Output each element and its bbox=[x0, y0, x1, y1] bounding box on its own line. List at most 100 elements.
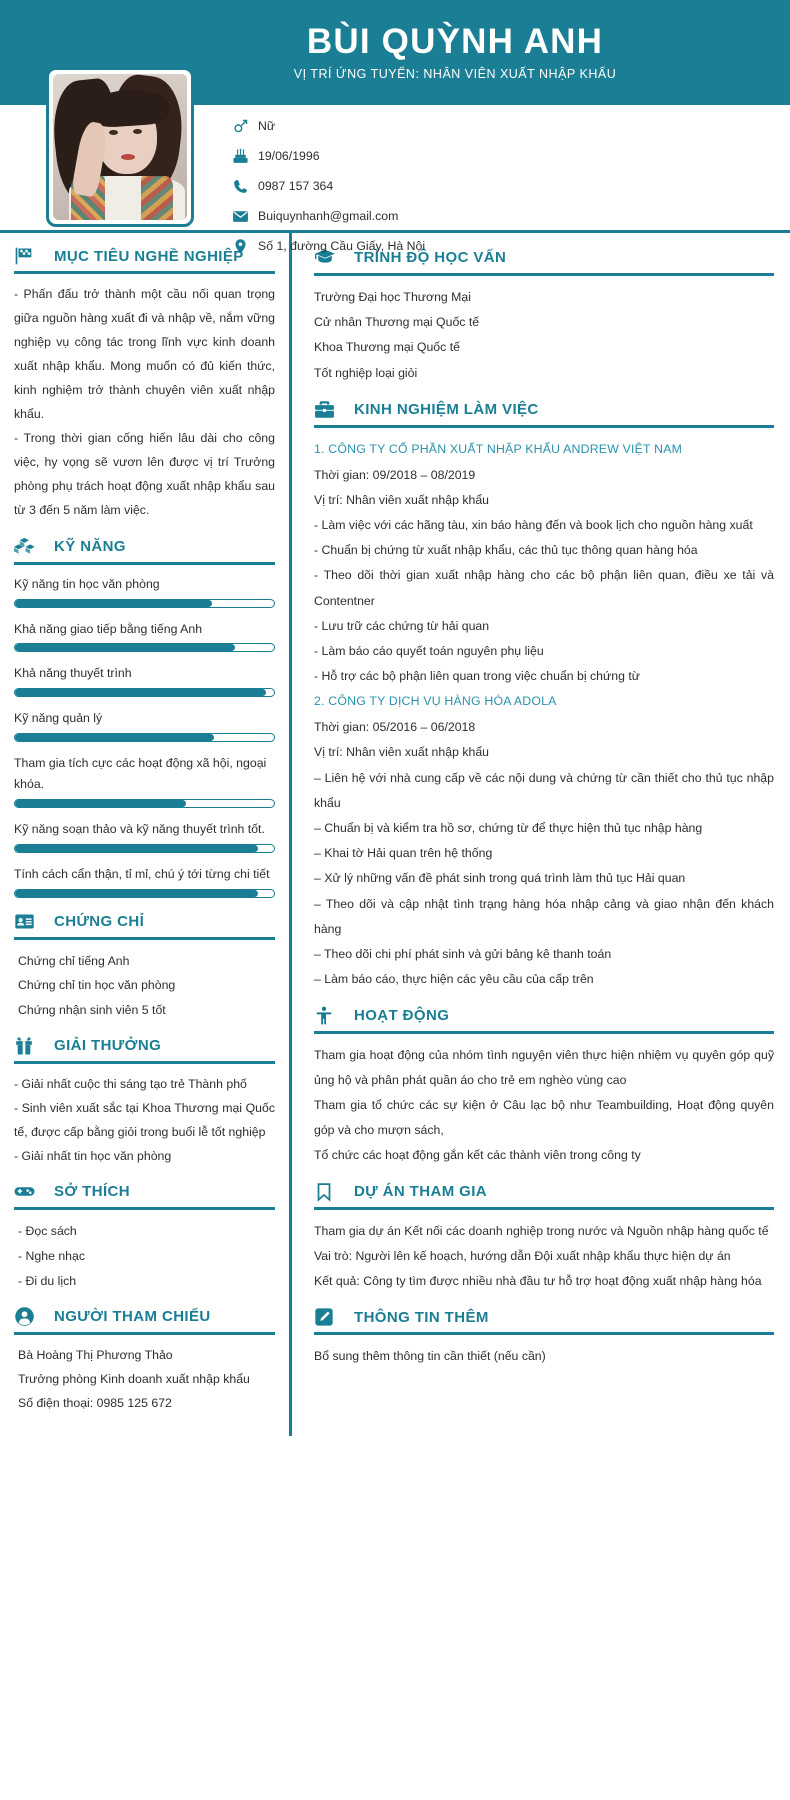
experience-duty: – Theo dõi và cập nhật tình trạng hàng h… bbox=[314, 896, 774, 936]
section-hobbies: SỞ THÍCH - Đọc sách - Nghe nhạc - Đi du … bbox=[14, 1181, 275, 1293]
skill-bar-fill bbox=[15, 644, 236, 652]
person-activity-icon bbox=[314, 1006, 340, 1026]
experience-duty: – Liên hệ với nhà cung cấp về các nội du… bbox=[314, 770, 774, 810]
section-awards: GIẢI THƯỞNG - Giải nhất cuộc thi sáng tạ… bbox=[14, 1036, 275, 1169]
contact-row-email: Buiquynhanh@gmail.com bbox=[232, 207, 425, 226]
project-paragraph: Kết quả: Công ty tìm được nhiều nhà đầu … bbox=[314, 1273, 762, 1288]
skill-bar-track bbox=[14, 643, 275, 653]
experience-position: Vị trí: Nhân viên xuất nhập khẩu bbox=[314, 492, 489, 507]
skill-label: Kỹ năng tin học văn phòng bbox=[14, 576, 160, 591]
additional-paragraph: Bổ sung thêm thông tin cần thiết (nếu cầ… bbox=[314, 1349, 546, 1364]
skill-label: Kỹ năng soạn thảo và kỹ năng thuyết trìn… bbox=[14, 822, 265, 837]
skill-item: Kỹ năng quản lý bbox=[14, 708, 275, 743]
experience-company: 1. CÔNG TY CỔ PHẦN XUẤT NHẬP KHẨU ANDREW… bbox=[314, 441, 683, 456]
experience-period: Thời gian: 09/2018 – 08/2019 bbox=[314, 467, 476, 482]
section-activities-header: HOẠT ĐỘNG bbox=[314, 1006, 774, 1031]
skill-bar-track bbox=[14, 799, 275, 809]
experience-duty: – Làm báo cáo, thực hiện các yêu cầu của… bbox=[314, 972, 594, 987]
contact-row-birthday: 19/06/1996 bbox=[232, 147, 425, 166]
section-awards-header: GIẢI THƯỞNG bbox=[14, 1036, 275, 1061]
section-divider bbox=[314, 1030, 774, 1034]
section-objective: MỤC TIÊU NGHỀ NGHIỆP - Phấn đấu trở thàn… bbox=[14, 246, 275, 523]
contact-value-gender: Nữ bbox=[258, 119, 276, 134]
section-divider bbox=[14, 1332, 275, 1336]
experience-period: Thời gian: 05/2016 – 06/2018 bbox=[314, 720, 476, 735]
section-additional-title: THÔNG TIN THÊM bbox=[354, 1308, 489, 1326]
skill-item: Tính cách cẩn thận, tỉ mỉ, chú ý tới từn… bbox=[14, 864, 275, 898]
avatar-image bbox=[53, 74, 187, 220]
skill-bar-fill bbox=[15, 844, 259, 852]
activity-paragraph: Tổ chức các hoạt động gắn kết các thành … bbox=[314, 1148, 641, 1163]
contact-row-phone: 0987 157 364 bbox=[232, 177, 425, 196]
experience-entry: 1. CÔNG TY CỔ PHẦN XUẤT NHẬP KHẨU ANDREW… bbox=[314, 437, 774, 690]
id-card-icon bbox=[14, 911, 40, 932]
experience-duty: - Theo dõi thời gian xuất nhập hàng cho … bbox=[314, 568, 774, 608]
skill-bar-fill bbox=[15, 800, 186, 808]
location-pin-icon bbox=[232, 238, 258, 255]
header-subtitle: VỊ TRÍ ỨNG TUYỂN: NHÂN VIÊN XUẤT NHẬP KH… bbox=[293, 67, 617, 82]
experience-duty: – Theo dõi chi phí phát sinh và gửi bảng… bbox=[314, 947, 612, 962]
avatar bbox=[46, 67, 194, 227]
section-references-header: NGƯỜI THAM CHIẾU bbox=[14, 1306, 275, 1332]
list-item: - Giải nhất tin học văn phòng bbox=[14, 1148, 172, 1163]
skill-item: Khả năng giao tiếp bằng tiếng Anh bbox=[14, 619, 275, 653]
section-education: TRÌNH ĐỘ HỌC VẤN Trường Đại học Thương M… bbox=[314, 246, 774, 386]
skill-bar-fill bbox=[15, 889, 259, 897]
section-objective-header: MỤC TIÊU NGHỀ NGHIỆP bbox=[14, 246, 275, 271]
phone-icon bbox=[232, 178, 258, 195]
education-item: Trường Đại học Thương Mại bbox=[314, 290, 471, 304]
skill-bar-fill bbox=[15, 599, 212, 607]
graduation-cap-icon bbox=[314, 246, 340, 268]
briefcase-icon bbox=[314, 399, 340, 420]
list-item: - Sinh viên xuất sắc tại Khoa Thương mại… bbox=[14, 1100, 275, 1139]
section-divider bbox=[14, 271, 275, 274]
section-experience: KINH NGHIỆM LÀM VIỆC 1. CÔNG TY CỔ PHẦN … bbox=[314, 399, 774, 993]
section-skills-header: KỸ NĂNG bbox=[14, 536, 275, 562]
section-additional-header: THÔNG TIN THÊM bbox=[314, 1307, 774, 1332]
reference-phone: Số điện thoại: 0985 125 672 bbox=[18, 1396, 172, 1411]
list-item: Chứng nhận sinh viên 5 tốt bbox=[18, 1003, 166, 1017]
education-item: Khoa Thương mại Quốc tế bbox=[314, 340, 460, 355]
skill-bar-fill bbox=[15, 734, 215, 742]
section-skills: KỸ NĂNG Kỹ năng tin học văn phòng Khả nă… bbox=[14, 536, 275, 898]
contact-value-address: Số 1, đường Cầu Giấy, Hà Nội bbox=[258, 239, 426, 254]
section-divider bbox=[14, 1207, 275, 1211]
contact-value-phone: 0987 157 364 bbox=[258, 179, 334, 194]
section-divider bbox=[14, 561, 275, 565]
skill-label: Kỹ năng quản lý bbox=[14, 711, 103, 726]
activity-paragraph: Tham gia tổ chức các sự kiện ở Câu lạc b… bbox=[314, 1097, 774, 1138]
experience-duty: – Khai tờ Hải quan trên hệ thống bbox=[314, 846, 493, 861]
section-projects-title: DỰ ÁN THAM GIA bbox=[354, 1183, 488, 1201]
skill-item: Tham gia tích cực các hoạt động xã hội, … bbox=[14, 753, 275, 809]
list-item: - Đi du lịch bbox=[18, 1273, 77, 1288]
education-item: Tốt nghiệp loại giỏi bbox=[314, 365, 418, 380]
skill-item: Kỹ năng soạn thảo và kỹ năng thuyết trìn… bbox=[14, 819, 275, 853]
skill-bar-fill bbox=[15, 689, 267, 697]
section-divider bbox=[314, 273, 774, 276]
user-circle-icon bbox=[14, 1306, 40, 1327]
section-additional: THÔNG TIN THÊM Bổ sung thêm thông tin cầ… bbox=[314, 1307, 774, 1369]
section-hobbies-header: SỞ THÍCH bbox=[14, 1181, 275, 1207]
section-activities: HOẠT ĐỘNG Tham gia hoạt động của nhóm tì… bbox=[314, 1006, 774, 1169]
section-divider bbox=[314, 1206, 774, 1210]
skill-label: Khả năng thuyết trình bbox=[14, 666, 132, 681]
experience-entry: 2. CÔNG TY DỊCH VỤ HÀNG HÓA ADOLA Thời g… bbox=[314, 689, 774, 992]
identity-block: Nữ 19/06/1996 bbox=[0, 67, 790, 254]
section-skills-title: KỸ NĂNG bbox=[54, 537, 126, 555]
skill-label: Tính cách cẩn thận, tỉ mỉ, chú ý tới từn… bbox=[14, 866, 270, 881]
section-hobbies-title: SỞ THÍCH bbox=[54, 1183, 130, 1201]
contact-row-gender: Nữ bbox=[232, 117, 425, 136]
skill-label: Khả năng giao tiếp bằng tiếng Anh bbox=[14, 621, 203, 636]
experience-duty: - Làm việc với các hãng tàu, xin báo hàn… bbox=[314, 518, 753, 533]
right-column: TRÌNH ĐỘ HỌC VẤN Trường Đại học Thương M… bbox=[292, 233, 790, 1436]
skill-item: Khả năng thuyết trình bbox=[14, 663, 275, 698]
left-column: MỤC TIÊU NGHỀ NGHIỆP - Phấn đấu trở thàn… bbox=[0, 233, 292, 1437]
skill-label: Tham gia tích cực các hoạt động xã hội, … bbox=[14, 756, 267, 792]
reference-name: Bà Hoàng Thị Phương Thảo bbox=[18, 1348, 173, 1363]
contact-list: Nữ 19/06/1996 bbox=[232, 117, 425, 256]
section-projects: DỰ ÁN THAM GIA Tham gia dự án Kết nối cá… bbox=[314, 1182, 774, 1295]
reference-position: Trưởng phòng Kinh doanh xuất nhập khẩu bbox=[18, 1372, 250, 1387]
birthday-cake-icon bbox=[232, 148, 258, 165]
skill-bar-track bbox=[14, 598, 275, 608]
